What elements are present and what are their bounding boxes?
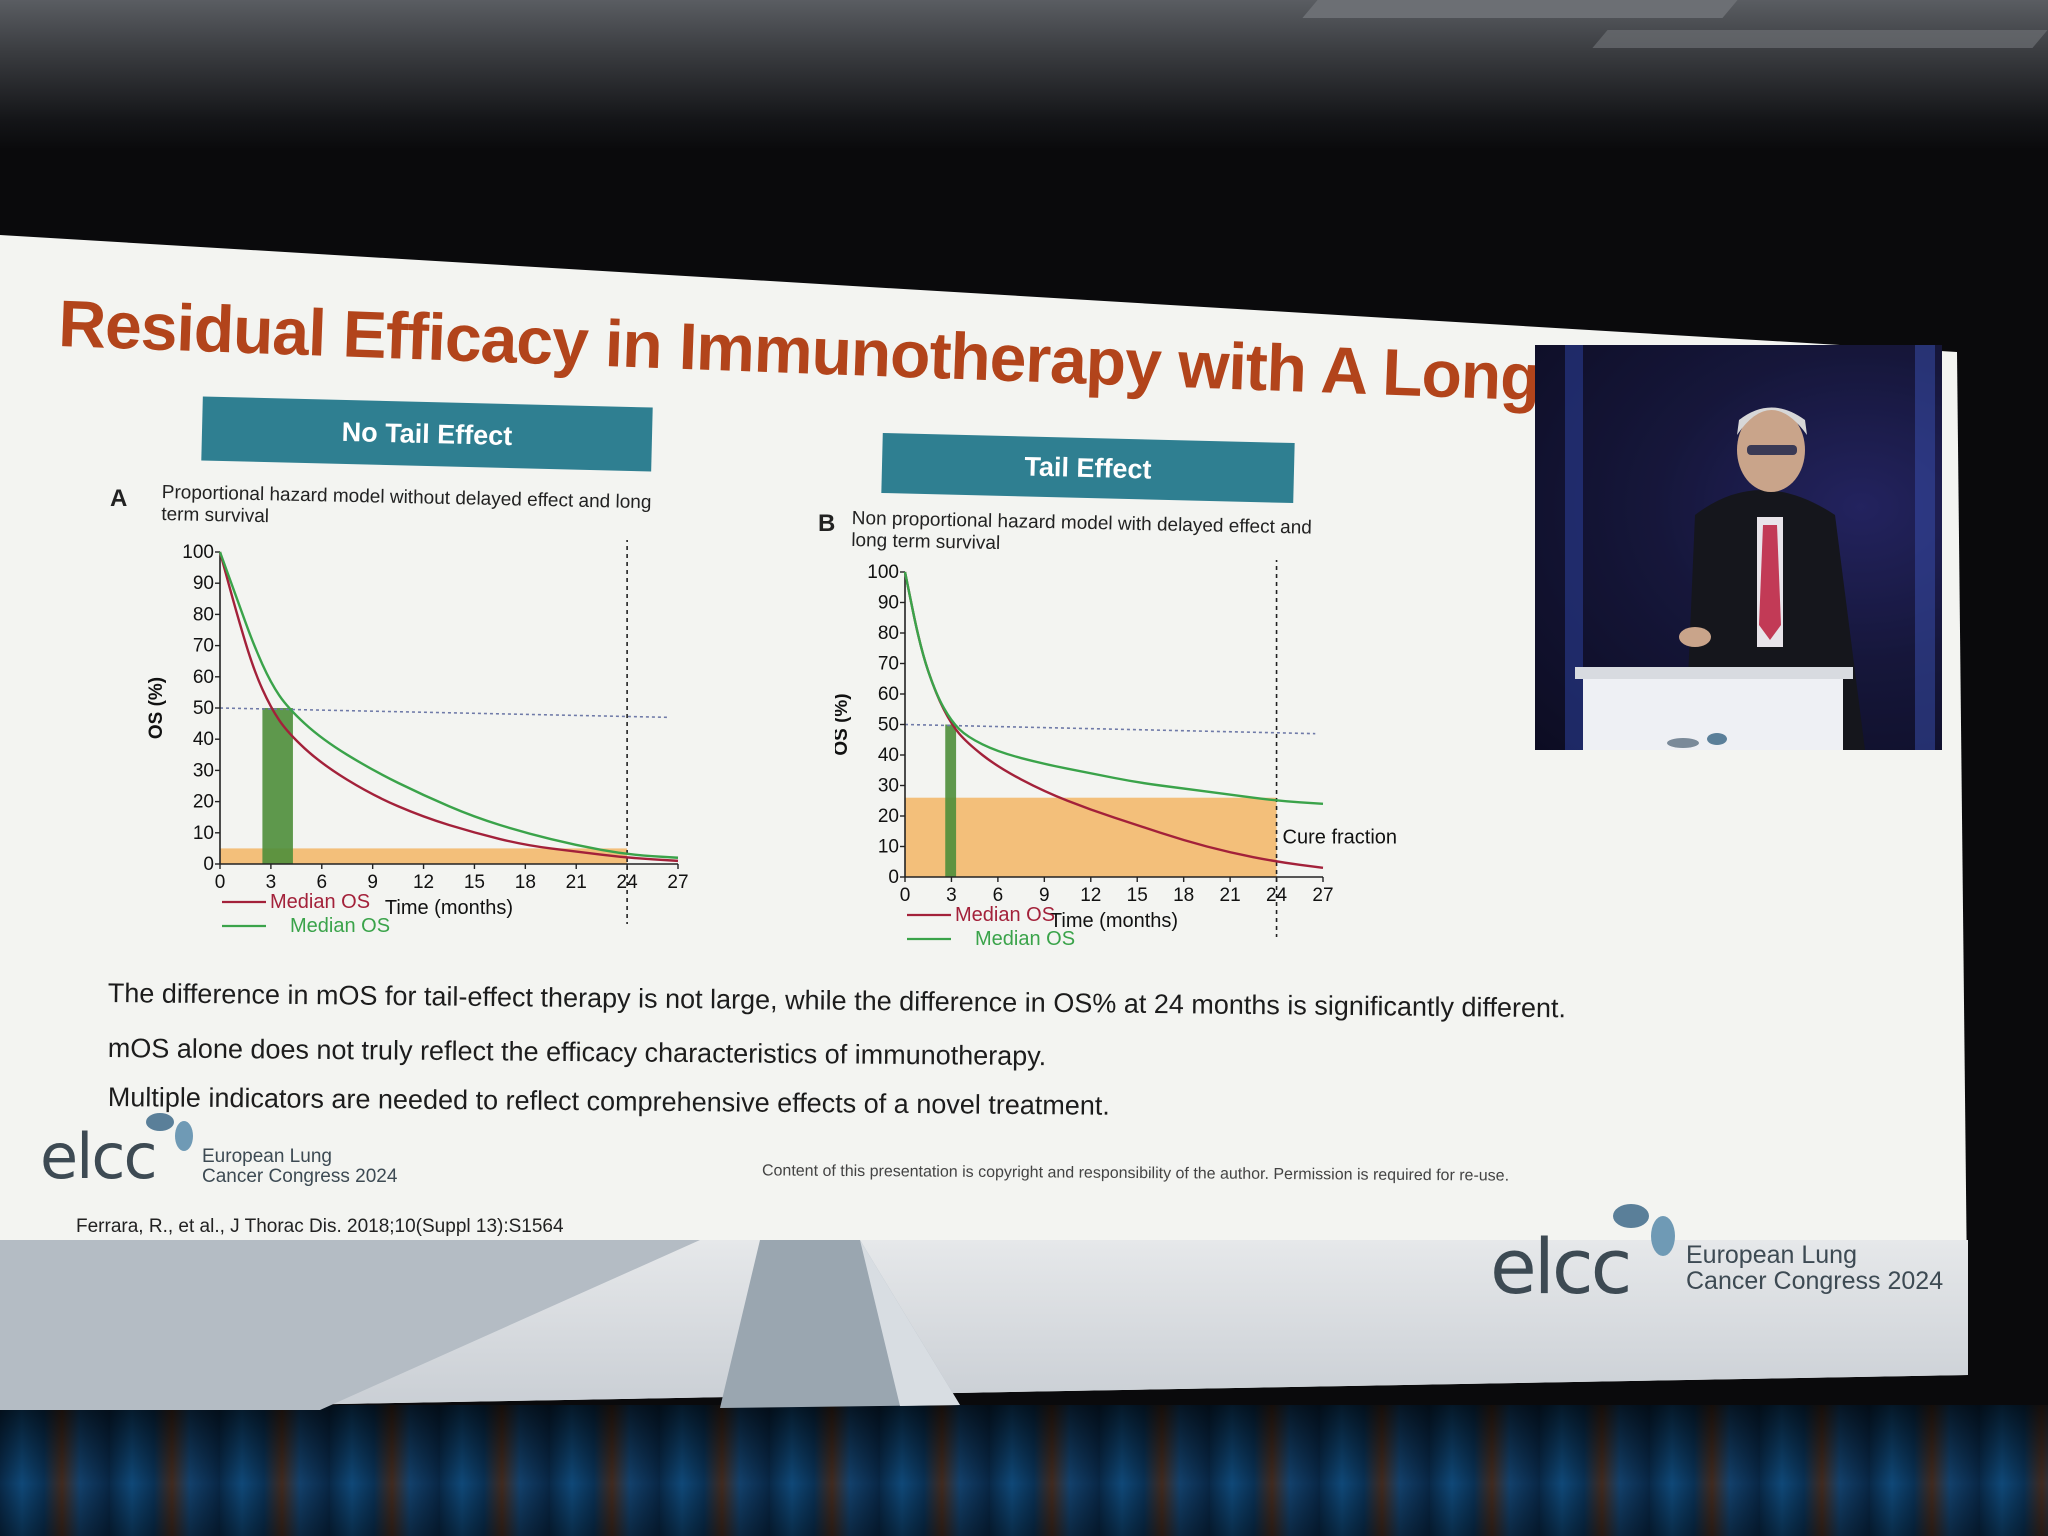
median-os-band: [945, 724, 957, 877]
y-tick-label: 50: [193, 698, 214, 719]
x-tick-label: 0: [215, 872, 226, 893]
x-tick-label: 18: [1173, 885, 1194, 906]
x-tick-label: 24: [1266, 885, 1288, 906]
y-tick-label: 60: [193, 667, 214, 688]
elcc-subtitle-right: European Lung Cancer Congress 2024: [1686, 1242, 1943, 1295]
median-os-band: [262, 708, 293, 864]
y-tick-label: 10: [878, 837, 899, 858]
footer-triangle: [0, 1240, 700, 1410]
ceiling-beam: [1592, 30, 2048, 48]
elcc-logo-mark-icon: [1613, 1204, 1675, 1256]
series-line-2: [903, 571, 1324, 805]
elcc-line2-left: Cancer Congress 2024: [202, 1165, 398, 1187]
x-tick-label: 21: [1220, 885, 1241, 906]
x-tick-label: 27: [667, 872, 688, 893]
y-tick-label: 30: [878, 776, 899, 797]
panel-a-letter: A: [110, 485, 128, 512]
y-tick-label: 20: [878, 806, 899, 827]
x-tick-label: 0: [900, 885, 911, 906]
legend-label-2: Median OS: [975, 928, 1075, 950]
speaker-video-inset: [1535, 345, 1942, 750]
x-tick-label: 27: [1312, 885, 1333, 906]
y-tick-label: 20: [193, 792, 214, 813]
elcc-line1-left: European Lung: [202, 1146, 332, 1167]
median-reference-line: [904, 723, 1316, 735]
banner-no-tail-effect: No Tail Effect: [201, 396, 653, 472]
y-tick-label: 30: [193, 760, 214, 781]
x-tick-label: 6: [993, 885, 1004, 906]
x-tick-label: 6: [316, 872, 327, 893]
elcc-wordmark-left: elcc: [40, 1120, 158, 1193]
elcc-line1-right: European Lung: [1686, 1241, 1857, 1269]
citation: Ferrara, R., et al., J Thorac Dis. 2018;…: [76, 1216, 564, 1237]
series-line-1: [218, 551, 679, 863]
y-tick-label: 0: [203, 854, 214, 875]
panel-b-letter: B: [818, 510, 836, 537]
x-tick-label: 15: [1127, 885, 1148, 906]
x-tick-label: 9: [367, 872, 378, 893]
median-reference-line: [219, 707, 670, 719]
x-tick-label: 3: [946, 885, 957, 906]
legend-label-1: Median OS: [270, 891, 370, 913]
x-tick-label: 24: [617, 872, 639, 893]
legend-label-1: Median OS: [955, 904, 1055, 926]
y-tick-label: 100: [867, 562, 899, 583]
elcc-line2-right: Cancer Congress 2024: [1686, 1267, 1944, 1296]
x-tick-label: 9: [1039, 885, 1050, 906]
x-axis-label: Time (months): [1050, 910, 1178, 932]
banner-tail-effect: Tail Effect: [881, 432, 1295, 504]
y-tick-label: 40: [878, 745, 899, 766]
x-axis-label: Time (months): [385, 897, 513, 919]
y-tick-label: 80: [878, 623, 899, 644]
elcc-logo-mark-icon: [146, 1113, 193, 1151]
y-tick-label: 10: [193, 823, 214, 844]
elcc-wordmark-right: elcc: [1490, 1222, 1632, 1311]
footer-triangle: [860, 1240, 960, 1406]
y-tick-label: 90: [878, 593, 899, 614]
y-axis-label: OS (%): [146, 677, 167, 739]
y-tick-label: 80: [193, 604, 214, 625]
y-tick-label: 50: [878, 715, 899, 736]
y-tick-label: 60: [878, 684, 899, 705]
x-tick-label: 3: [266, 872, 277, 893]
chart-panel-a: 0 10 20 30 40 50 60 70 80 90 100 0 3 6 9 12 15 18 21 24 27 OS…: [146, 540, 689, 937]
series-line-2: [218, 551, 679, 859]
x-tick-label: 18: [515, 872, 536, 893]
y-tick-label: 40: [193, 729, 214, 750]
y-tick-label: 100: [182, 542, 214, 563]
legend-label-2: Median OS: [290, 915, 390, 937]
chart-panel-b: 0 10 20 30 40 50 60 70 80 90 100 0 3 6 9 12 15 18 21 24 27 OS…: [835, 560, 1398, 950]
x-tick-label: 12: [413, 872, 434, 893]
y-tick-label: 70: [878, 654, 899, 675]
speaker-figure: [1535, 345, 1942, 750]
elcc-subtitle-left: European Lung Cancer Congress 2024: [202, 1147, 397, 1187]
stage-curtain-shade: [0, 1405, 2048, 1536]
cure-fraction-band: [905, 797, 1277, 877]
x-tick-label: 12: [1080, 885, 1101, 906]
ceiling: [0, 0, 2048, 150]
x-tick-label: 15: [464, 872, 485, 893]
y-tick-label: 70: [193, 636, 214, 657]
ceiling-beam: [1302, 0, 1738, 18]
os-band-orange: [220, 848, 628, 864]
x-tick-label: 21: [566, 872, 587, 893]
y-axis-label: OS (%): [835, 693, 852, 755]
y-tick-label: 0: [888, 867, 899, 888]
y-tick-label: 90: [193, 573, 214, 594]
footer-decoration: [0, 1240, 960, 1410]
cure-fraction-label: Cure fraction: [1283, 826, 1398, 848]
